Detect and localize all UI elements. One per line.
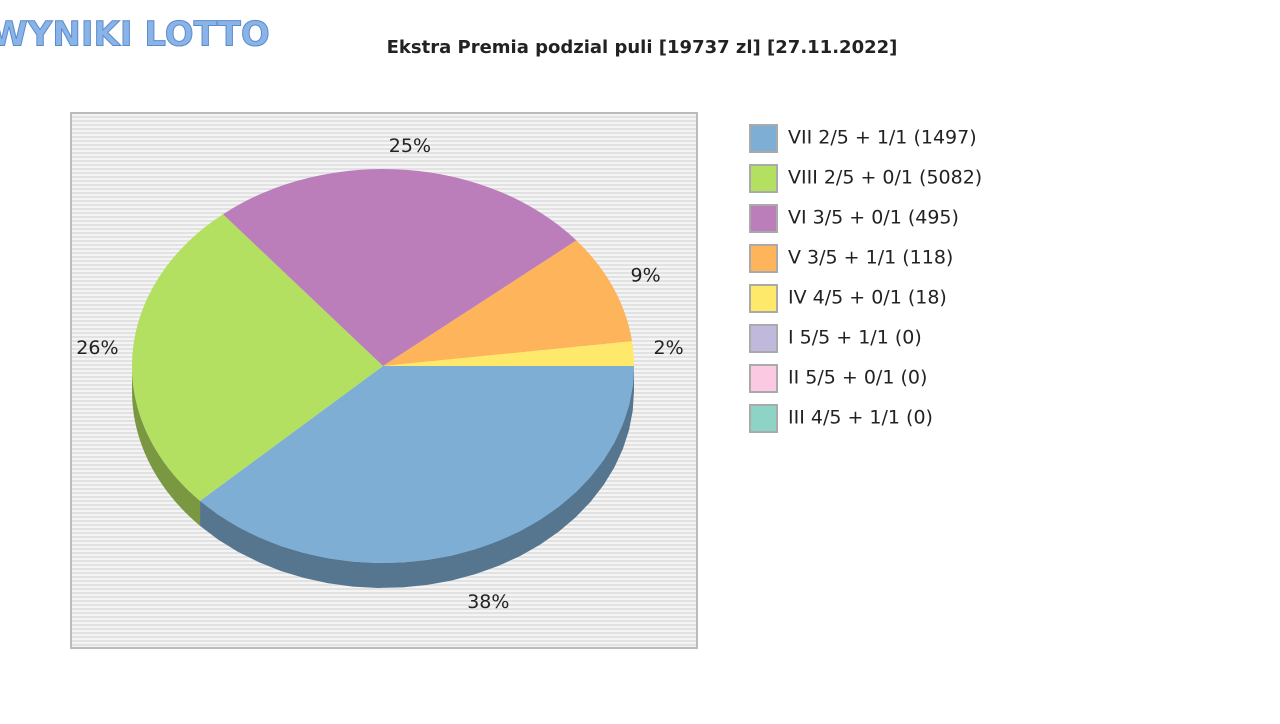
legend: VII 2/5 + 1/1 (1497) VIII 2/5 + 0/1 (5082… bbox=[749, 124, 982, 433]
chart-title: Ekstra Premia podzial puli [19737 zl] [2… bbox=[387, 37, 898, 58]
legend-swatch bbox=[749, 404, 778, 433]
logo: WYNIKI LOTTO bbox=[0, 15, 270, 55]
legend-swatch bbox=[749, 284, 778, 313]
legend-label: V 3/5 + 1/1 (118) bbox=[788, 247, 953, 269]
slice-side bbox=[200, 366, 634, 588]
data-label: 26% bbox=[76, 337, 118, 359]
legend-swatch bbox=[749, 244, 778, 273]
legend-label: VI 3/5 + 0/1 (495) bbox=[788, 207, 959, 229]
slice bbox=[383, 240, 633, 366]
legend-label: VIII 2/5 + 0/1 (5082) bbox=[788, 167, 982, 189]
legend-swatch bbox=[749, 204, 778, 233]
legend-label: II 5/5 + 0/1 (0) bbox=[788, 367, 927, 389]
data-label: 2% bbox=[653, 337, 683, 359]
slice bbox=[132, 214, 383, 501]
data-label: 9% bbox=[631, 264, 661, 286]
legend-label: IV 4/5 + 0/1 (18) bbox=[788, 287, 947, 309]
legend-swatch bbox=[749, 124, 778, 153]
slice bbox=[200, 366, 634, 564]
data-label: 38% bbox=[467, 591, 509, 613]
slice-side bbox=[132, 366, 201, 526]
data-label: 25% bbox=[389, 135, 431, 157]
legend-swatch bbox=[749, 364, 778, 393]
legend-swatch bbox=[749, 164, 778, 193]
legend-label: III 4/5 + 1/1 (0) bbox=[788, 407, 933, 429]
legend-label: I 5/5 + 1/1 (0) bbox=[788, 327, 922, 349]
legend-swatch bbox=[749, 324, 778, 353]
legend-label: VII 2/5 + 1/1 (1497) bbox=[788, 127, 977, 149]
slice bbox=[383, 341, 634, 366]
slice bbox=[223, 169, 577, 366]
pie: 38% 26% 25% 9% 2% bbox=[76, 135, 683, 613]
